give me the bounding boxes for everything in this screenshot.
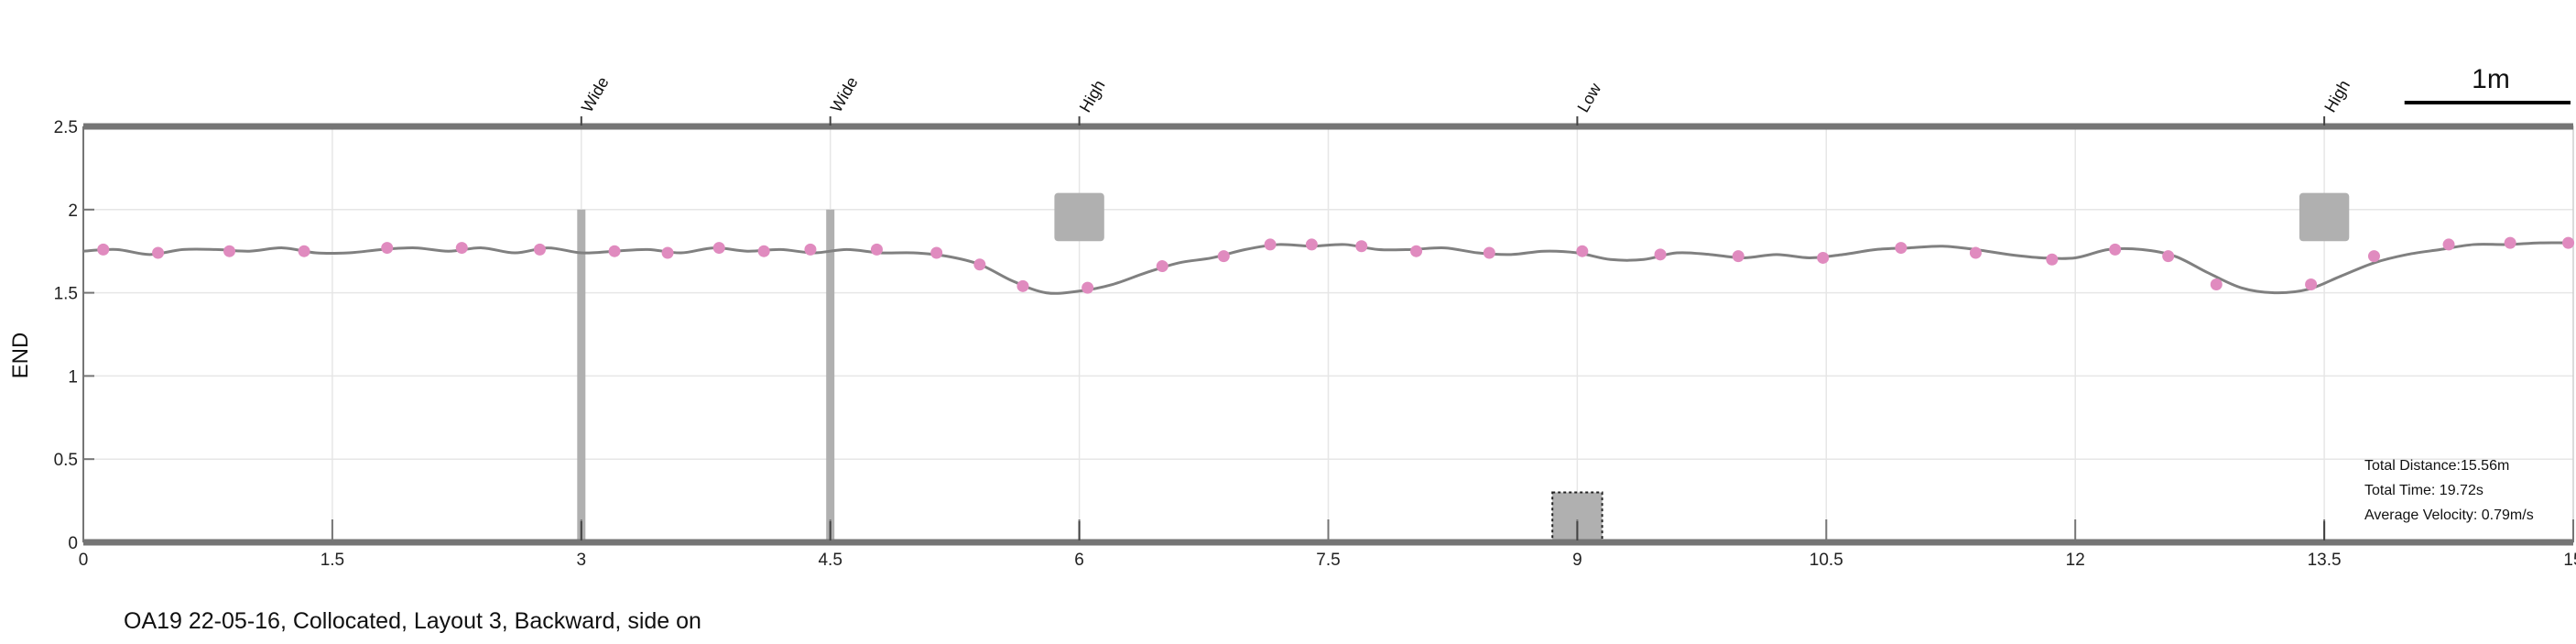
step-marker	[1817, 251, 1830, 264]
step-marker	[381, 242, 394, 255]
step-marker	[1483, 246, 1495, 259]
step-marker	[608, 245, 621, 257]
stat-total-time: Total Time: 19.72s	[2364, 483, 2484, 498]
step-marker	[2046, 253, 2059, 266]
step-marker	[533, 243, 546, 256]
y-tick-label: 2.5	[54, 118, 78, 137]
step-marker	[2162, 250, 2175, 263]
step-marker	[1305, 238, 1318, 251]
step-marker	[2367, 250, 2380, 263]
obstacle-pole	[577, 209, 586, 543]
step-marker	[2210, 278, 2223, 291]
step-marker	[1410, 245, 1423, 257]
step-marker	[1156, 260, 1168, 273]
step-markers	[97, 236, 2575, 294]
step-marker	[2305, 278, 2318, 291]
step-marker	[298, 245, 310, 257]
step-marker	[1895, 242, 1908, 255]
step-marker	[1264, 238, 1277, 251]
step-marker	[1576, 245, 1589, 257]
y-axis-label: END	[8, 333, 33, 379]
step-marker	[2109, 243, 2122, 256]
y-tick-label: 0.5	[54, 451, 78, 470]
step-marker	[757, 245, 770, 257]
obstacle-box	[1054, 192, 1104, 242]
step-marker	[930, 246, 943, 259]
obstacle-label: Wide	[827, 73, 862, 115]
x-tick-label: 1.5	[321, 551, 344, 570]
x-tick-label: 7.5	[1316, 551, 1340, 570]
step-marker	[455, 242, 468, 255]
scale-bar: 1m	[2404, 64, 2571, 104]
stat-total-distance: Total Distance:15.56m	[2364, 458, 2509, 474]
obstacle-annotations: Wide Wide High Low High	[578, 73, 2353, 540]
step-marker	[661, 246, 674, 259]
y-tick-label: 2	[68, 202, 78, 221]
step-marker	[712, 242, 725, 255]
x-tick-label: 13.5	[2308, 551, 2342, 570]
step-marker	[1355, 240, 1368, 253]
x-tick-label: 4.5	[818, 551, 842, 570]
x-tick-label: 15	[2563, 551, 2576, 570]
step-marker	[1732, 250, 1745, 263]
step-marker	[152, 246, 165, 259]
x-tick-label: 0	[79, 551, 89, 570]
scale-bar-label: 1m	[2472, 64, 2510, 94]
step-marker	[2442, 238, 2455, 251]
step-marker	[1969, 246, 1982, 259]
y-axis-ticks: 0 0.5 1 1.5 2 2.5	[54, 118, 94, 553]
step-marker	[870, 243, 883, 256]
y-tick-label: 0	[68, 534, 78, 553]
step-marker	[2562, 236, 2575, 249]
step-marker	[804, 243, 817, 256]
y-tick-label: 1	[68, 367, 78, 387]
step-marker	[1654, 248, 1667, 261]
obstacle-label: Wide	[578, 73, 613, 115]
obstacle-label: High	[2321, 77, 2353, 115]
grid-lines	[83, 126, 2573, 543]
trajectory-series	[82, 241, 2574, 295]
obstacle-box	[2299, 192, 2350, 242]
stats-box: Total Distance:15.56m Total Time: 19.72s…	[2364, 458, 2534, 523]
y-tick-label: 1.5	[54, 285, 78, 304]
x-tick-label: 3	[577, 551, 587, 570]
obstacle-pole	[826, 209, 835, 543]
step-marker	[1016, 279, 1029, 292]
step-marker	[97, 243, 110, 256]
x-axis-ticks: 0 1.5 3 4.5 6 7.5 9 10.5 12 13.5 15	[79, 519, 2576, 570]
step-marker	[2504, 236, 2516, 249]
step-marker	[223, 245, 236, 257]
trajectory-line	[82, 241, 2574, 295]
obstacles	[577, 192, 2350, 544]
x-tick-label: 9	[1572, 551, 1582, 570]
obstacle-label: High	[1076, 77, 1109, 115]
chart-caption: OA19 22-05-16, Collocated, Layout 3, Bac…	[124, 608, 701, 634]
step-marker	[1217, 250, 1230, 263]
x-tick-label: 10.5	[1810, 551, 1843, 570]
step-marker	[1081, 281, 1094, 294]
obstacle-label: Low	[1574, 80, 1605, 115]
x-tick-label: 12	[2066, 551, 2085, 570]
x-tick-label: 6	[1074, 551, 1084, 570]
step-marker	[973, 258, 986, 271]
stat-average-velocity: Average Velocity: 0.79m/s	[2364, 508, 2534, 523]
